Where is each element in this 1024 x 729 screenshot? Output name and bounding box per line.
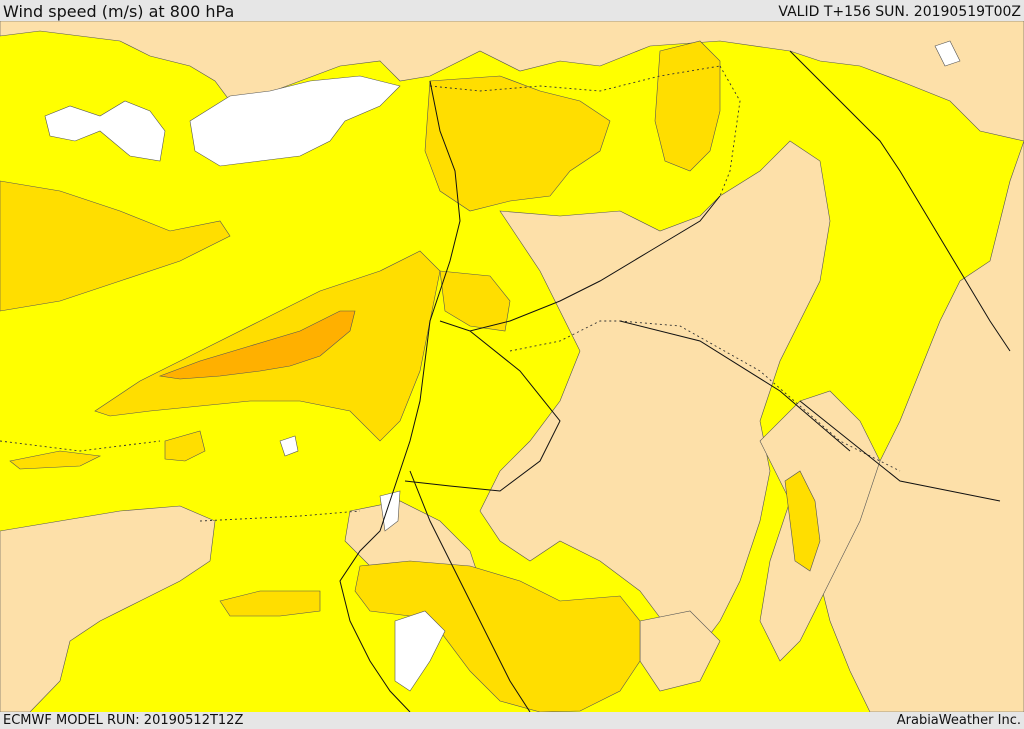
white-region-med-2: [189, 75, 401, 167]
white-region-med-1: [44, 100, 166, 162]
coastline-east-med: [399, 80, 461, 472]
white-region-red-sea: [394, 610, 446, 692]
border-saudi-jordan: [509, 320, 620, 352]
low-wind-regions: [0, 21, 1024, 712]
white-region-small-3: [934, 40, 961, 67]
fresh-wind-east-strip: [784, 470, 821, 572]
fresh-wind-egypt-small-2: [9, 450, 102, 470]
border-egypt-sudan: [199, 510, 361, 522]
fresh-wind-egypt-south: [219, 590, 321, 617]
fresh-wind-egypt-small-1: [164, 430, 206, 462]
fresh-wind-saudi-band: [354, 560, 641, 712]
valid-time-label: VALID T+156 SUN. 20190519T00Z: [778, 4, 1021, 20]
border-jordan-iraq: [439, 195, 721, 332]
wind-map-svg: [0, 21, 1024, 712]
white-regions: [44, 40, 961, 692]
white-region-small-2: [379, 490, 401, 532]
border-iraq-iran: [789, 50, 1011, 352]
fresh-wind-syria-north: [424, 75, 611, 212]
border-saudi-iraq: [619, 320, 901, 472]
border-saudi-kuwait: [799, 400, 1001, 502]
credit-label: ArabiaWeather Inc.: [896, 713, 1021, 728]
fresh-wind-jordan: [439, 270, 511, 332]
border-turkey-syria: [429, 65, 721, 92]
coastlines: [339, 50, 1011, 712]
low-wind-southeast: [759, 390, 881, 662]
border-syria-iraq: [719, 65, 741, 197]
white-region-small-1: [279, 435, 299, 457]
map-title: Wind speed (m/s) at 800 hPa: [3, 2, 235, 21]
coastline-sinai: [339, 470, 411, 712]
model-run-label: ECMWF MODEL RUN: 20190512T12Z: [3, 713, 244, 728]
fresh-wind-med-band: [0, 180, 231, 312]
low-wind-egypt: [0, 505, 216, 712]
title-bar: Wind speed (m/s) at 800 hPa VALID T+156 …: [0, 0, 1024, 21]
border-jordan-saudi: [404, 330, 561, 492]
fresh-wind-iraq-north: [654, 40, 721, 172]
border-lines: [0, 65, 901, 522]
wind-speed-map: [0, 21, 1024, 712]
strong-wind-regions: [158, 310, 356, 380]
border-iraq-saudi-long: [619, 320, 851, 452]
footer-bar: ECMWF MODEL RUN: 20190512T12Z ArabiaWeat…: [0, 712, 1024, 729]
low-wind-desert: [479, 140, 831, 662]
strong-wind-core: [158, 310, 356, 380]
low-wind-north: [0, 21, 1024, 142]
coastline-red-sea: [409, 470, 531, 712]
border-egypt-libya: [0, 440, 161, 452]
